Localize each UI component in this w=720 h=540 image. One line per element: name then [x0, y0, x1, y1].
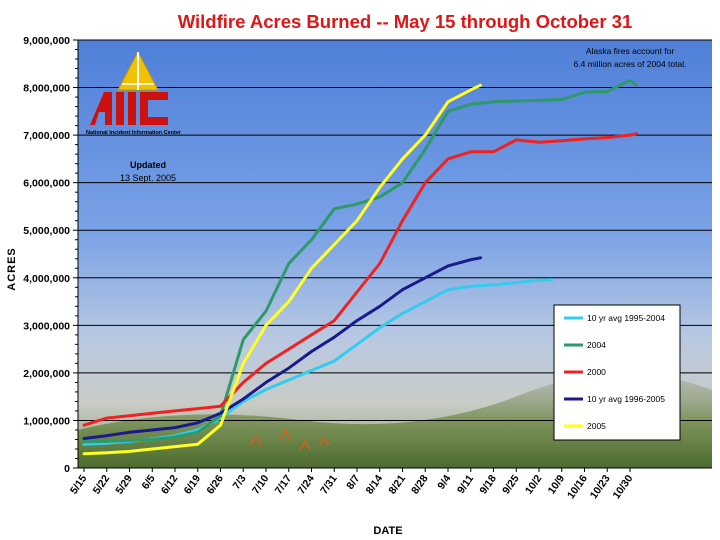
x-tick-label: 6/26: [204, 473, 226, 497]
x-tick-label: 5/15: [68, 473, 90, 497]
niic-logo: National Incident Information Center: [86, 50, 182, 136]
legend-label: 2004: [587, 340, 606, 350]
series-line-2000: [82, 132, 638, 427]
logo-caption: National Incident Information Center: [86, 130, 182, 136]
legend-label: 10 yr avg 1996-2005: [587, 394, 665, 404]
x-tick-label: 7/10: [250, 473, 272, 497]
x-tick-label: 7/17: [273, 473, 295, 497]
annotation-updated: Updated 13 Sept. 2005: [120, 160, 176, 183]
legend: 10 yr avg 1995-2004 2004 2000 10 yr avg 199…: [553, 304, 681, 441]
x-tick-label: 8/21: [386, 473, 408, 497]
x-tick-label: 5/22: [91, 473, 113, 497]
y-tick-label: 3,000,000: [23, 320, 70, 332]
x-tick-label: 9/11: [455, 473, 476, 496]
annotation-updated-line1: Updated: [130, 160, 166, 170]
legend-label: 2005: [587, 421, 606, 431]
y-tick-label: 0: [64, 463, 70, 475]
x-tick-label: 9/4: [435, 473, 453, 492]
y-axis-label: ACRES: [6, 247, 18, 291]
x-tick-label: 10/30: [611, 473, 636, 502]
annotation-alaska: Alaska fires account for 6.4 million acr…: [574, 46, 687, 69]
logo-letters-icon: [90, 92, 168, 125]
x-tick-label: 7/3: [230, 473, 248, 492]
series-lines: [82, 78, 638, 456]
legend-label: 2000: [587, 367, 606, 377]
y-tick-label: 5,000,000: [23, 225, 70, 237]
series-line-2004: [82, 78, 638, 444]
y-tick-label: 7,000,000: [23, 130, 70, 142]
x-tick-label: 6/19: [182, 473, 204, 497]
y-tick-label: 9,000,000: [23, 35, 70, 47]
x-tick-label: 9/25: [500, 473, 522, 497]
y-tick-label: 1,000,000: [23, 415, 70, 427]
x-tick-label: 8/14: [364, 473, 386, 497]
x-tick-labels: 5/15 5/22 5/29 6/5 6/12 6/19 6/26 7/3 7/10 7/17 7/…: [68, 473, 636, 502]
annotation-alaska-line1: Alaska fires account for: [586, 46, 675, 56]
x-tick-label: 5/29: [113, 473, 135, 497]
chart-title: Wildfire Acres Burned -- May 15 through …: [178, 11, 633, 32]
annotation-alaska-line2: 6.4 million acres of 2004 total.: [574, 59, 687, 69]
annotation-updated-line2: 13 Sept. 2005: [120, 173, 176, 183]
x-tick-label: 7/31: [318, 473, 340, 497]
series-line-2005: [82, 83, 482, 456]
x-tick-label: 10/9: [546, 473, 568, 497]
x-tick-label: 7/24: [295, 473, 317, 497]
y-tick-label: 4,000,000: [23, 273, 70, 285]
x-tick-label: 6/12: [159, 473, 181, 497]
x-axis-label: DATE: [373, 525, 402, 537]
x-tick-label: 10/23: [588, 473, 613, 502]
series-line-10-yr-avg-1996-2005: [82, 256, 482, 440]
y-tick-label: 6,000,000: [23, 178, 70, 190]
x-tick-label: 9/18: [477, 473, 499, 497]
y-tick-label: 8,000,000: [23, 83, 70, 95]
y-tick-labels: 0 1,000,000 2,000,000 3,000,000 4,000,000 5,0…: [23, 35, 70, 475]
x-tick-label: 10/2: [523, 473, 545, 497]
y-tick-label: 2,000,000: [23, 368, 70, 380]
x-tick-label: 6/5: [139, 473, 157, 492]
x-tick-label: 8/7: [344, 473, 362, 492]
legend-label: 10 yr avg 1995-2004: [587, 313, 665, 323]
x-tick-label: 8/28: [409, 473, 431, 497]
x-tick-label: 10/16: [565, 473, 590, 502]
